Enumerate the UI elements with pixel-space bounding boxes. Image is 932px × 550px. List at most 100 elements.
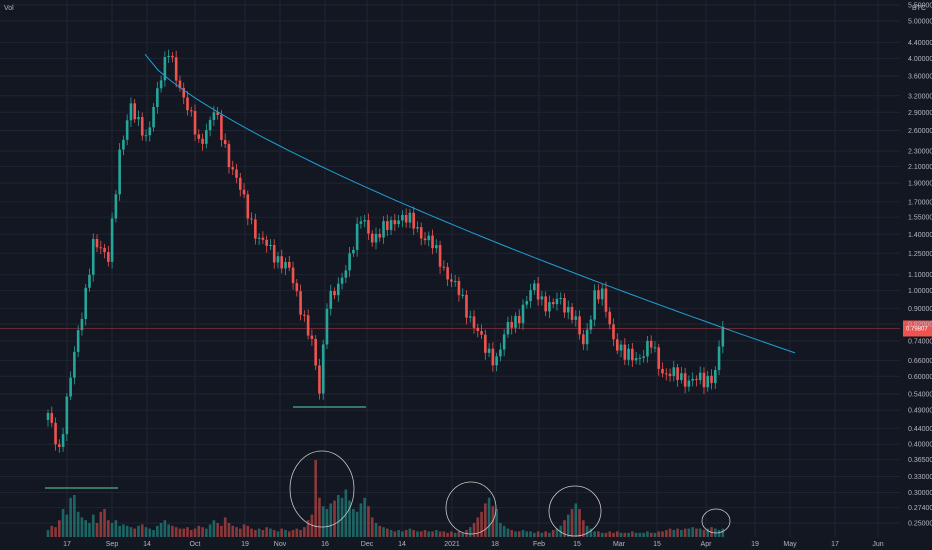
candle [461, 288, 464, 299]
time-axis[interactable]: 17 Sep 14 Oct 19 Nov 16 Dec 14 2021 18 Feb 15 Mar 15 Ap… [63, 541, 884, 548]
candle-body [114, 194, 118, 219]
y-tick-label: 1.10000 [908, 272, 932, 279]
candle [88, 268, 91, 292]
candle [578, 310, 581, 340]
candle-body [386, 221, 389, 231]
volume-bar [272, 530, 276, 537]
candle-body [389, 220, 393, 231]
candle-body [499, 349, 502, 357]
candle-body [404, 215, 408, 223]
candle-body [585, 329, 589, 345]
candle [284, 257, 287, 276]
volume-bar [193, 528, 197, 537]
candle [559, 292, 563, 305]
candle [133, 99, 137, 123]
candle-body [284, 261, 287, 269]
candle-body [423, 238, 427, 241]
candle-body [691, 378, 694, 381]
candle [144, 129, 148, 142]
volume-bar [352, 509, 355, 537]
volume-bar [333, 500, 336, 537]
candle [615, 333, 619, 355]
candle-body [427, 235, 431, 241]
volume-bar [416, 531, 419, 537]
volume-bar [114, 520, 118, 537]
candle-body [661, 368, 664, 374]
candle [649, 335, 653, 354]
candle-body [118, 149, 121, 195]
volume-bar [257, 528, 261, 537]
candle [638, 354, 642, 366]
candle-body [589, 319, 593, 330]
x-tick-label: 14 [398, 541, 406, 548]
candle-body [220, 115, 223, 140]
candle-body [110, 218, 114, 262]
candle-body [321, 344, 325, 394]
candle-body [525, 301, 529, 305]
volume-highlight-circle[interactable] [445, 481, 497, 535]
volume-bar [88, 523, 91, 537]
candle [529, 283, 532, 308]
candle [480, 324, 483, 339]
candle [600, 284, 604, 306]
candle [608, 307, 612, 330]
candle [333, 287, 336, 300]
volume-bar [201, 527, 204, 537]
candle [129, 97, 133, 127]
volume-bar [80, 517, 84, 537]
candle-body [99, 247, 103, 249]
volume-bar [642, 532, 645, 537]
candle [156, 81, 159, 114]
volume-bar [638, 532, 642, 537]
candle-body [702, 372, 706, 388]
price-axis[interactable]: 0.25000 0.27400 0.30000 0.33000 0.36500 0.400… [908, 3, 932, 528]
volume-highlight-circle[interactable] [289, 450, 355, 528]
volume-bar [186, 527, 189, 537]
volume-bar [54, 527, 57, 537]
candle-body [578, 316, 581, 335]
candle-body [208, 119, 212, 131]
volume-bar [318, 497, 321, 537]
volume-bar [367, 506, 370, 537]
candle-body [687, 380, 691, 387]
volume-bar [608, 531, 612, 537]
candle-body [683, 373, 687, 387]
candle [533, 279, 536, 295]
volume-highlight-circle[interactable] [701, 508, 731, 534]
volume-bar [570, 509, 574, 537]
candle-body [212, 112, 216, 120]
candle-body [566, 307, 570, 313]
candle-body [502, 334, 506, 350]
candle-body [295, 283, 299, 292]
volume-bar [664, 530, 668, 537]
candle [566, 300, 570, 320]
volume-bar [393, 531, 397, 537]
candle [295, 278, 299, 297]
candle [186, 91, 189, 116]
volume-bar [476, 517, 480, 537]
candle-body [201, 138, 204, 144]
candle [231, 160, 235, 176]
volume-bar [336, 495, 340, 537]
volume-bar [178, 528, 182, 537]
candle-body [698, 372, 702, 381]
candle [412, 206, 415, 236]
candle [514, 312, 517, 334]
volume-bar [129, 527, 133, 537]
candle [280, 249, 284, 274]
candle-body [646, 340, 649, 357]
candle [76, 325, 80, 358]
volume-bar [525, 531, 529, 537]
candle [269, 238, 272, 251]
candle-body [287, 261, 291, 268]
volume-highlight-circle[interactable] [548, 485, 602, 537]
volume-bar [220, 525, 223, 537]
candle [408, 208, 412, 229]
candle [698, 366, 702, 385]
descending-trendline[interactable] [144, 53, 796, 354]
volume-bar [502, 525, 506, 537]
volume-bar [254, 530, 257, 537]
candle [680, 366, 683, 384]
y-tick-label: 0.54000 [908, 391, 932, 398]
